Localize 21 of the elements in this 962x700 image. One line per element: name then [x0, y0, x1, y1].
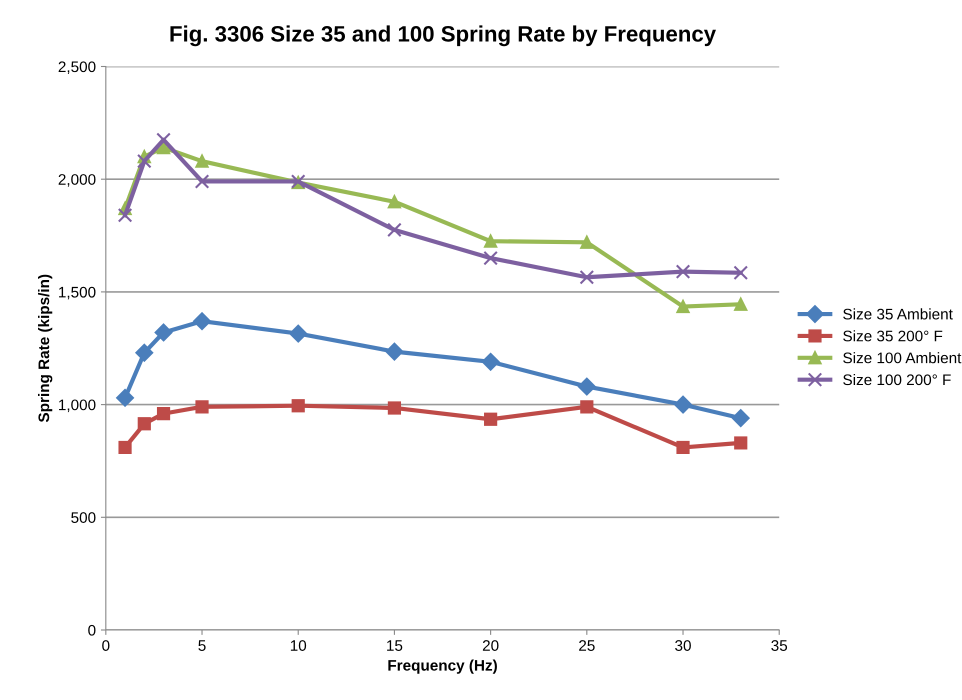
x-tick-label: 0: [102, 640, 110, 651]
y-axis-title: Spring Rate (kips/in): [38, 274, 52, 422]
chart-title: Fig. 3306 Size 35 and 100 Spring Rate by Frequency: [170, 25, 716, 46]
legend-label: Size 35 200° F: [843, 330, 942, 342]
y-tick-label: 1,000: [59, 399, 96, 412]
x-tick-label: 25: [579, 640, 595, 651]
x-tick-label: 15: [387, 640, 402, 651]
y-tick-label: 2,000: [58, 174, 96, 187]
y-tick-label: 1,500: [59, 286, 96, 300]
legend-label: Size 100 200° F: [843, 374, 951, 386]
x-tick-label: 20: [482, 640, 499, 651]
y-tick-label: 500: [71, 512, 96, 523]
x-tick-label: 5: [198, 640, 206, 651]
y-tick-label: 2,500: [58, 61, 96, 74]
legend-label: Size 35 Ambient: [843, 308, 953, 320]
x-tick-label: 10: [290, 640, 306, 651]
x-tick-label: 35: [771, 640, 788, 651]
x-axis-title: Frequency (Hz): [388, 660, 497, 674]
legend-label: Size 100 Ambient: [843, 352, 962, 364]
x-tick-label: 30: [675, 640, 691, 651]
y-tick-label: 0: [88, 624, 96, 636]
